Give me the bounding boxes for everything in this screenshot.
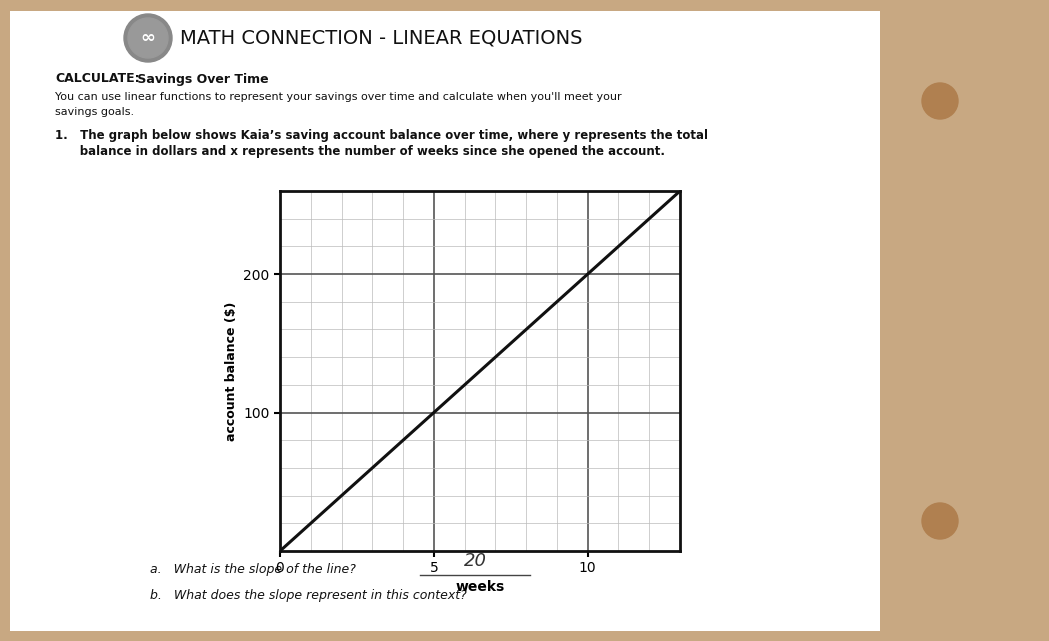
Text: CALCULATE:: CALCULATE: [55, 72, 140, 85]
Text: a.   What is the slope of the line?: a. What is the slope of the line? [150, 563, 356, 576]
Circle shape [124, 14, 172, 62]
Circle shape [922, 503, 958, 539]
Text: savings goals.: savings goals. [55, 107, 134, 117]
Text: 20: 20 [464, 552, 487, 570]
Text: b.   What does the slope represent in this context?: b. What does the slope represent in this… [150, 590, 467, 603]
Text: Savings Over Time: Savings Over Time [133, 72, 269, 85]
Circle shape [922, 83, 958, 119]
Circle shape [128, 18, 168, 58]
Text: balance in dollars and x represents the number of weeks since she opened the acc: balance in dollars and x represents the … [55, 144, 665, 158]
Text: MATH CONNECTION - LINEAR EQUATIONS: MATH CONNECTION - LINEAR EQUATIONS [180, 28, 582, 47]
Text: 1.   The graph below shows Kaia’s saving account balance over time, where y repr: 1. The graph below shows Kaia’s saving a… [55, 128, 708, 142]
FancyBboxPatch shape [10, 11, 880, 631]
Text: You can use linear functions to represent your savings over time and calculate w: You can use linear functions to represen… [55, 92, 622, 102]
X-axis label: weeks: weeks [455, 579, 505, 594]
Text: ∞: ∞ [141, 29, 155, 47]
Y-axis label: account balance ($): account balance ($) [224, 301, 238, 441]
